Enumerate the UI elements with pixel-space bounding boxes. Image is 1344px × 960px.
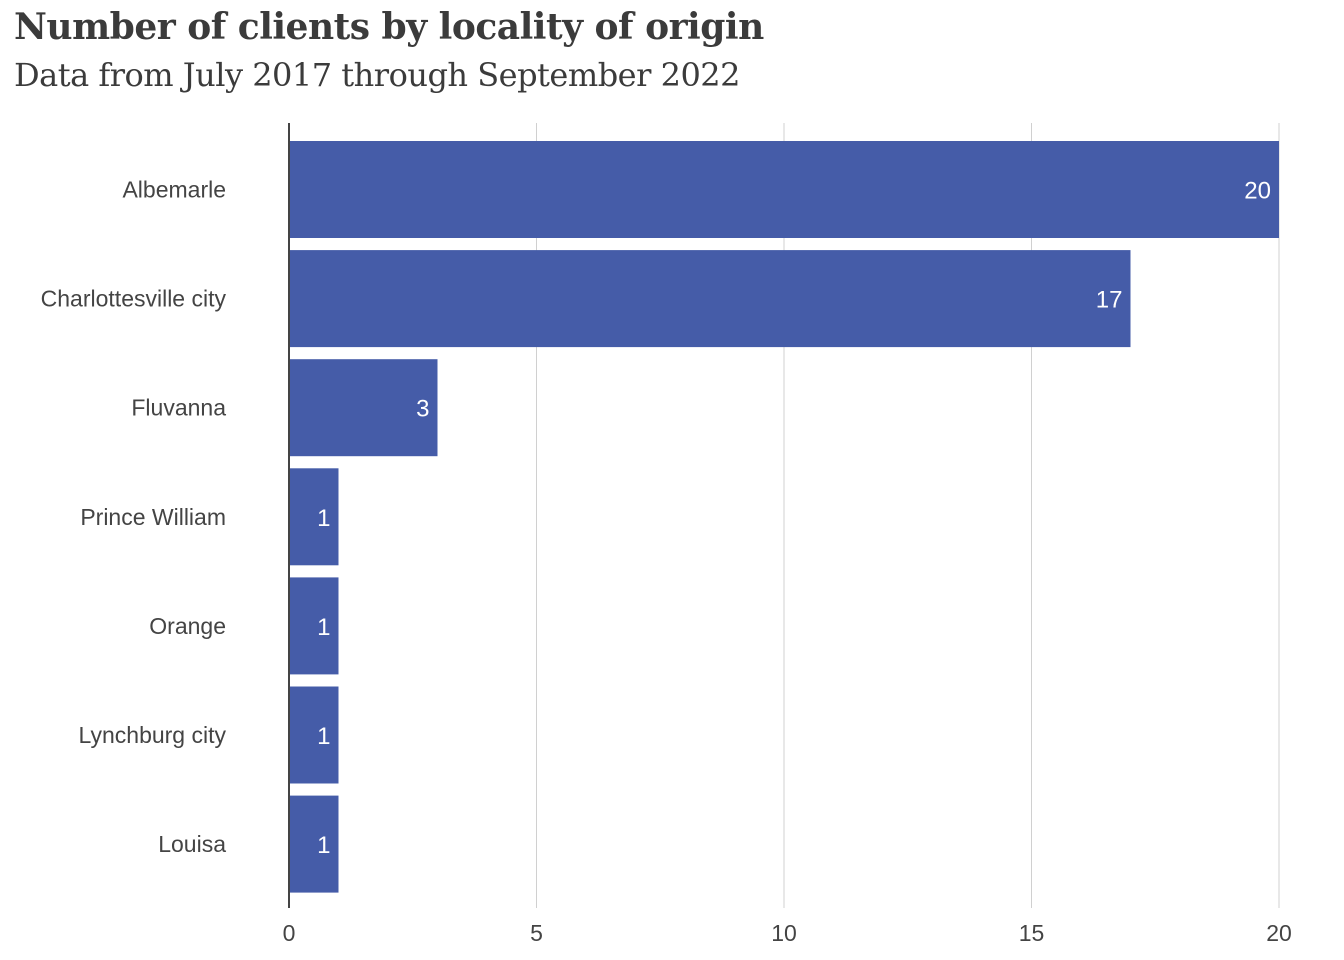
- data-label: 1: [317, 505, 330, 532]
- bar: [289, 250, 1131, 348]
- bar: [289, 468, 339, 566]
- category-label: Fluvanna: [131, 395, 226, 421]
- x-tick-label: 0: [283, 920, 296, 946]
- category-label: Louisa: [158, 831, 226, 857]
- data-label: 17: [1096, 287, 1123, 314]
- category-label: Prince William: [80, 504, 226, 530]
- data-label: 20: [1244, 178, 1271, 205]
- bar: [289, 359, 438, 457]
- x-tick-label: 5: [530, 920, 543, 946]
- chart-subtitle: Data from July 2017 through September 20…: [14, 56, 741, 94]
- x-tick-label: 10: [771, 920, 797, 946]
- bar: [289, 795, 339, 893]
- category-label: Albemarle: [122, 177, 226, 203]
- data-label: 1: [317, 832, 330, 859]
- category-label: Orange: [149, 613, 226, 639]
- category-label: Lynchburg city: [79, 722, 227, 748]
- data-label: 1: [317, 614, 330, 641]
- x-tick-label: 15: [1019, 920, 1045, 946]
- category-label: Charlottesville city: [41, 286, 227, 312]
- bar: [289, 141, 1279, 238]
- chart-title: Number of clients by locality of origin: [14, 6, 764, 48]
- bar: [289, 686, 339, 784]
- data-label: 3: [416, 396, 429, 423]
- x-tick-label: 20: [1266, 920, 1292, 946]
- data-label: 1: [317, 723, 330, 750]
- bar: [289, 577, 339, 675]
